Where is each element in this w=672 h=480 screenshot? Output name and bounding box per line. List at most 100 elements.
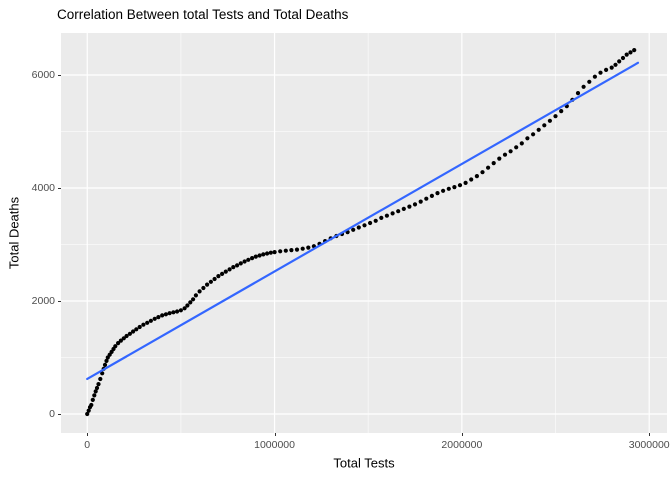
data-point: [102, 362, 108, 367]
data-point: [542, 123, 547, 128]
x-tick-mark: [274, 433, 276, 436]
data-point: [547, 118, 552, 123]
data-point: [201, 285, 206, 291]
plot-area-svg: [61, 33, 667, 433]
data-point: [480, 170, 485, 175]
data-point: [553, 114, 558, 119]
data-point: [536, 127, 541, 132]
data-point: [246, 257, 251, 262]
data-point: [632, 48, 637, 53]
data-point: [452, 185, 457, 190]
data-point: [446, 186, 451, 191]
data-point: [356, 225, 361, 230]
data-point: [118, 338, 123, 343]
data-point: [231, 265, 236, 270]
data-point: [191, 297, 196, 302]
data-point: [104, 358, 109, 363]
data-point: [208, 279, 213, 284]
data-point: [124, 333, 129, 339]
data-point: [525, 136, 530, 141]
data-point: [624, 52, 629, 57]
data-point: [145, 320, 150, 325]
data-point: [216, 274, 221, 279]
data-point: [163, 312, 168, 317]
data-point: [457, 183, 463, 188]
data-point: [418, 199, 423, 204]
data-point: [390, 211, 395, 216]
data-point: [89, 402, 94, 408]
data-point: [188, 300, 193, 305]
data-point: [429, 193, 434, 198]
y-tick-mark: [58, 414, 61, 415]
data-point: [242, 259, 247, 264]
data-point: [235, 263, 240, 268]
data-point: [141, 322, 146, 327]
y-tick-label: 4000: [31, 181, 55, 194]
data-point: [514, 145, 519, 150]
data-point: [384, 213, 389, 218]
data-point: [265, 251, 270, 256]
data-point: [250, 256, 255, 261]
data-point: [167, 311, 172, 316]
data-point: [131, 329, 136, 334]
x-tick-mark: [87, 433, 89, 436]
data-point: [86, 408, 91, 413]
data-point: [148, 318, 153, 323]
data-point: [407, 204, 412, 209]
data-point: [121, 336, 126, 341]
data-point: [152, 316, 157, 321]
data-point: [134, 327, 139, 332]
data-point: [519, 141, 524, 146]
data-point: [306, 245, 311, 250]
data-point: [257, 253, 262, 258]
data-point: [575, 91, 581, 96]
data-point: [96, 382, 101, 387]
data-point: [502, 152, 508, 157]
data-point: [278, 249, 283, 254]
data-point: [90, 397, 95, 402]
x-axis-title: Total Tests: [333, 455, 395, 471]
data-point: [137, 324, 142, 330]
data-point: [92, 393, 97, 398]
y-axis-title: Total Deaths: [6, 196, 22, 270]
y-tick-label: 2000: [31, 295, 55, 307]
data-point: [497, 156, 502, 161]
data-point: [127, 331, 132, 336]
data-point: [93, 389, 98, 394]
data-point: [160, 313, 165, 318]
data-point: [559, 109, 564, 114]
data-point: [396, 209, 401, 214]
data-point: [85, 411, 90, 417]
data-point: [531, 132, 536, 137]
plot-panel: [61, 33, 667, 433]
data-point: [424, 196, 429, 201]
y-tick-mark: [58, 74, 61, 76]
data-point: [628, 50, 633, 55]
y-tick-mark: [58, 301, 61, 302]
data-point: [300, 246, 305, 251]
data-point: [474, 174, 479, 179]
data-point: [508, 149, 513, 154]
x-tick-label: 2000000: [441, 439, 483, 451]
data-point: [182, 306, 187, 311]
data-point: [486, 165, 491, 170]
data-point: [175, 309, 180, 314]
x-tick-mark: [649, 433, 651, 436]
data-point: [620, 55, 626, 61]
data-point: [435, 191, 440, 196]
y-tick-mark: [58, 187, 61, 189]
data-point: [469, 177, 474, 182]
data-point: [113, 344, 118, 349]
data-point: [283, 248, 288, 253]
data-point: [268, 250, 273, 255]
data-point: [156, 315, 161, 320]
y-tick-label: 6000: [31, 68, 55, 81]
data-point: [491, 161, 496, 166]
data-point: [294, 247, 300, 252]
data-point: [401, 206, 406, 211]
data-point: [238, 261, 243, 266]
x-tick-mark: [461, 433, 463, 436]
data-point: [373, 218, 378, 223]
regression-line: [86, 61, 640, 381]
